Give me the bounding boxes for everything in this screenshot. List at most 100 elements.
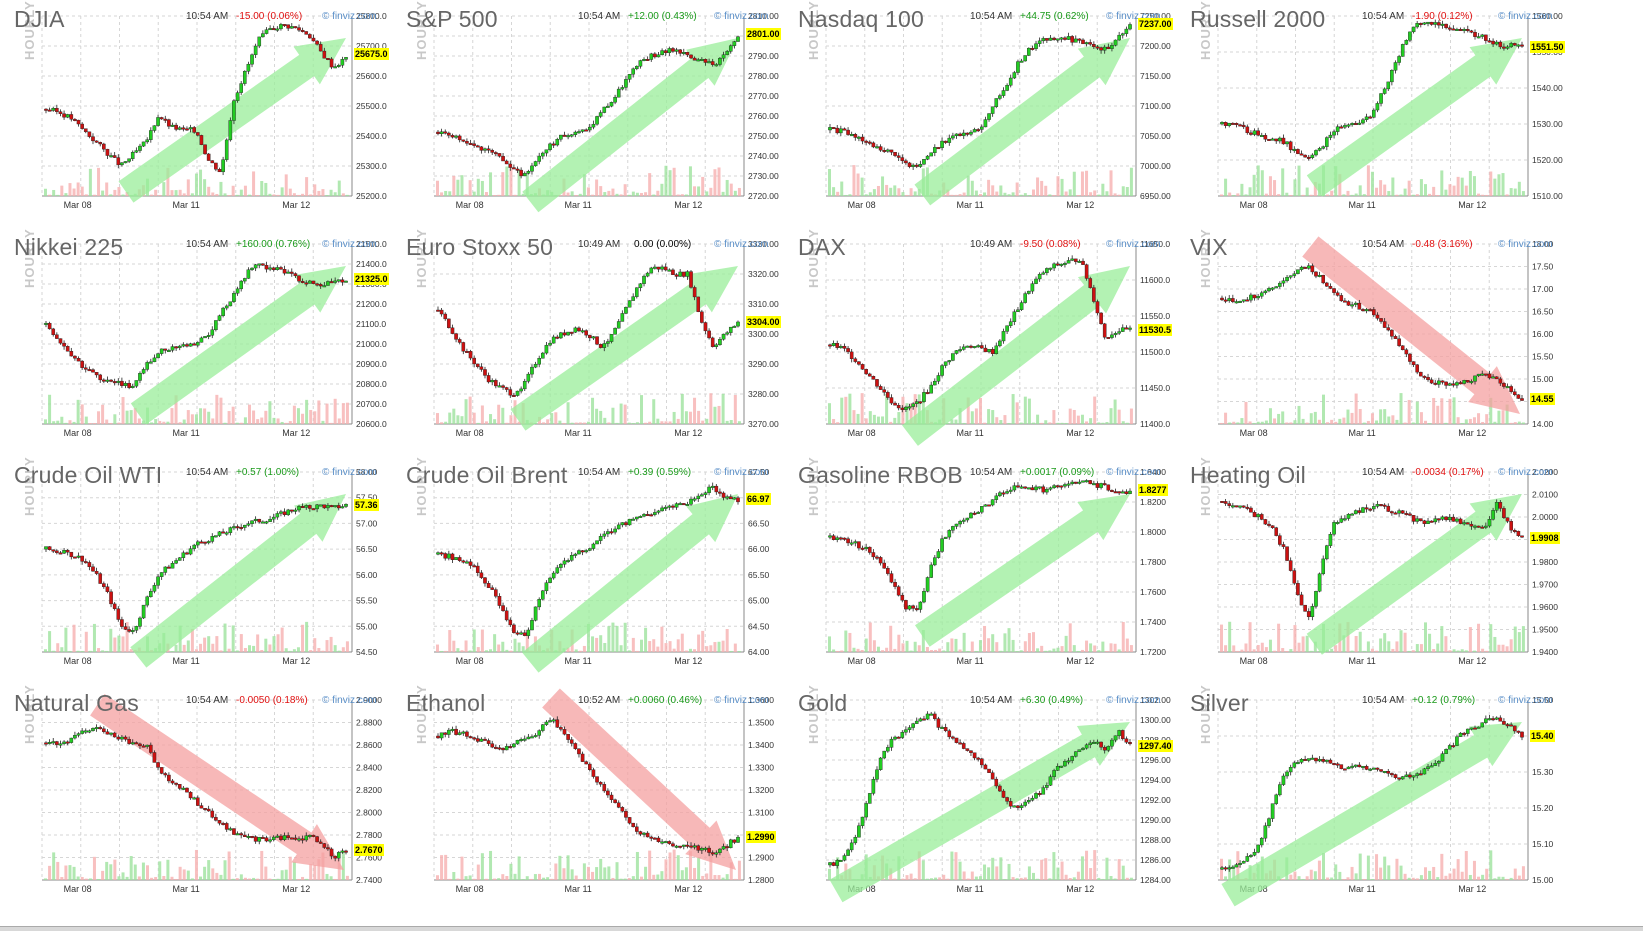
chart-title[interactable]: Heating Oil xyxy=(1190,462,1306,488)
candle-body xyxy=(656,54,661,58)
chart-panel[interactable]: 1560.001550.001540.001530.001520.001510.… xyxy=(1176,0,1586,238)
chart-panel[interactable]: 2810.002800.002790.002780.002770.002760.… xyxy=(392,0,802,238)
volume-bar xyxy=(436,875,439,880)
chart-title[interactable]: VIX xyxy=(1190,234,1228,260)
trend-arrow xyxy=(130,494,346,668)
candle-body xyxy=(1321,759,1326,762)
chart-title[interactable]: Crude Oil Brent xyxy=(406,462,568,488)
chart-title[interactable]: Ethanol xyxy=(406,690,486,716)
volume-bar xyxy=(137,418,141,424)
chart-panel[interactable]: 21500.021400.021300.021200.021100.021000… xyxy=(0,228,410,466)
finviz-link[interactable]: © finviz.com xyxy=(1498,11,1553,22)
volume-bar xyxy=(1301,194,1305,196)
candle-body xyxy=(1314,757,1318,762)
chart-title[interactable]: Natural Gas xyxy=(14,690,139,716)
finviz-link[interactable]: © finviz.com xyxy=(714,695,769,706)
candle-body xyxy=(109,591,113,605)
chart-title[interactable]: Russell 2000 xyxy=(1190,6,1326,32)
chart-title[interactable]: Nasdaq 100 xyxy=(798,6,925,32)
volume-bar xyxy=(619,194,623,196)
candle-body xyxy=(667,505,672,508)
finviz-link[interactable]: © finviz.com xyxy=(1106,695,1161,706)
finviz-link[interactable]: © finviz.com xyxy=(322,239,377,250)
chart-panel[interactable]: 25800.0 25700.0 25600.0 25500.0 25400.0 25300… xyxy=(0,0,410,238)
copyright-icon: © xyxy=(1498,695,1509,706)
candle-body xyxy=(548,342,552,346)
chart-panel[interactable]: 2.9000 2.8800 2.8600 2.8400 2.8200 2.8000 2.78… xyxy=(0,684,410,922)
candle-body xyxy=(80,555,84,562)
chart-panel[interactable]: 1.36001.35001.34001.33001.32001.31001.30… xyxy=(392,684,802,922)
candle-body xyxy=(1469,727,1474,730)
volume-bar xyxy=(684,194,688,196)
chart-panel[interactable]: 7250.00 7200.00 7150.00 7100.00 7050.00 7000.… xyxy=(784,0,1194,238)
candle-body xyxy=(1418,23,1423,26)
volume-bar xyxy=(1297,405,1301,424)
candle-body xyxy=(149,130,153,140)
chart-title[interactable]: Gasoline RBOB xyxy=(798,462,963,488)
volume-bar xyxy=(60,647,64,652)
volume-bar xyxy=(656,646,660,652)
volume-bar xyxy=(72,188,76,196)
candle-body xyxy=(1476,36,1481,39)
chart-panel[interactable]: 18.0017.5017.0016.5016.0015.5015.0014.50… xyxy=(1176,228,1586,466)
volume-bar xyxy=(284,174,288,196)
candle-body xyxy=(1234,122,1239,125)
finviz-link[interactable]: © finviz.com xyxy=(1106,239,1161,250)
volume-bar xyxy=(737,860,741,880)
volume-bar xyxy=(966,175,970,196)
finviz-link[interactable]: © finviz.com xyxy=(1106,11,1161,22)
chart-title[interactable]: Silver xyxy=(1190,690,1249,716)
chart-panel[interactable]: 58.00 57.50 57.00 56.50 56.00 55.50 55.00 54.50… xyxy=(0,456,410,694)
candle-body xyxy=(1052,770,1056,777)
chart-panel[interactable]: 67.5067.0066.5066.0065.5065.0064.5064.00… xyxy=(392,456,802,694)
candle-body xyxy=(1084,744,1089,749)
chart-panel[interactable]: 2.02002.01002.00001.99001.98001.97001.96… xyxy=(1176,456,1586,694)
chart-title[interactable]: Nikkei 225 xyxy=(14,234,124,260)
bottom-scrollbar[interactable] xyxy=(0,926,1643,931)
candle-body xyxy=(242,524,247,528)
candle-body xyxy=(980,506,984,513)
finviz-link[interactable]: © finviz.com xyxy=(1498,695,1553,706)
finviz-link[interactable]: © finviz.com xyxy=(1498,239,1553,250)
candle-body xyxy=(853,541,858,544)
finviz-link[interactable]: © finviz.com xyxy=(714,467,769,478)
quote-time: 10:54 AM xyxy=(578,467,621,478)
volume-bar xyxy=(566,192,570,196)
chart-title[interactable]: DJIA xyxy=(14,6,65,32)
finviz-link[interactable]: © finviz.com xyxy=(322,695,377,706)
candle-body xyxy=(1447,383,1452,386)
candle-body xyxy=(544,149,549,154)
candle-body xyxy=(1012,311,1017,322)
chart-panel[interactable]: 1.8400 1.8200 1.8000 1.7800 1.7600 1.7400 1.72… xyxy=(784,456,1194,694)
candle-body xyxy=(1070,258,1074,261)
candle-body xyxy=(638,60,643,67)
chart-panel[interactable]: 11650.0 11600.0 11550.0 11500.0 11450.0 11400… xyxy=(784,228,1194,466)
chart-title[interactable]: Gold xyxy=(798,690,848,716)
volume-bar xyxy=(942,874,946,880)
candle-body xyxy=(1415,518,1419,522)
chart-title[interactable]: Crude Oil WTI xyxy=(14,462,163,488)
chart-panel[interactable]: 3330.00 3320.00 3310.00 3300.00 3290.00 3280.… xyxy=(392,228,802,466)
candle-body xyxy=(69,551,74,558)
finviz-link[interactable]: © finviz.com xyxy=(714,11,769,22)
finviz-link[interactable]: © finviz.com xyxy=(714,239,769,250)
finviz-link[interactable]: © finviz.com xyxy=(322,467,377,478)
volume-bar xyxy=(182,419,186,424)
candle-body xyxy=(900,407,905,410)
chart-canvas: 1302.001300.001298.001296.001294.001292.… xyxy=(825,695,1171,903)
volume-bar xyxy=(1313,411,1317,424)
chart-title[interactable]: S&P 500 xyxy=(406,6,498,32)
finviz-link[interactable]: © finviz.com xyxy=(1106,467,1161,478)
candle-body xyxy=(1023,801,1027,806)
volume-bar xyxy=(56,643,60,652)
finviz-link[interactable]: © finviz.com xyxy=(1498,467,1553,478)
chart-title[interactable]: Euro Stoxx 50 xyxy=(406,234,554,260)
candle-body xyxy=(1234,505,1239,508)
volume-bar xyxy=(199,643,203,652)
finviz-link[interactable]: © finviz.com xyxy=(322,11,377,22)
volume-bar xyxy=(301,193,305,196)
candle-body xyxy=(940,538,944,552)
chart-panel[interactable]: 1302.001300.001298.001296.001294.001292.… xyxy=(784,684,1194,922)
chart-title[interactable]: DAX xyxy=(798,234,846,260)
